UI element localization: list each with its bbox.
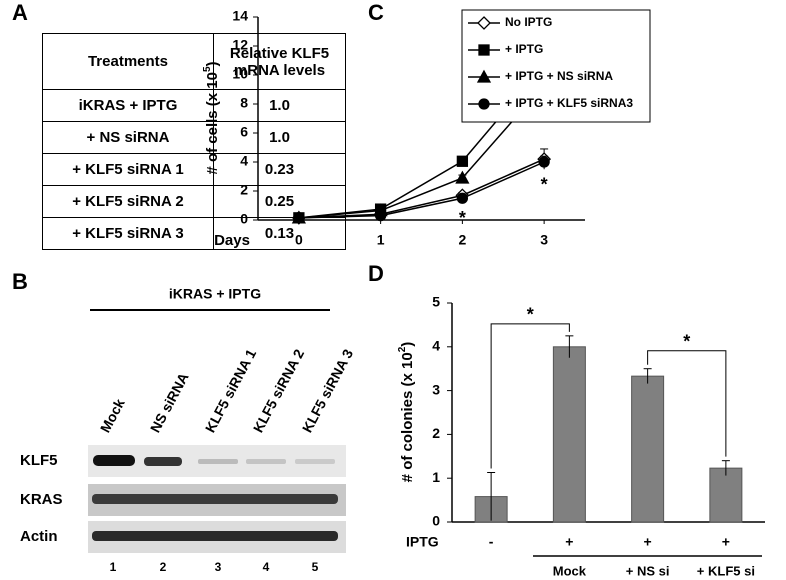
y-axis-label-exponent: 2 — [397, 346, 408, 352]
bar — [709, 467, 743, 523]
x-tick-label: + NS si — [626, 563, 670, 578]
table-cell: 0.23 — [213, 153, 346, 186]
lane-number: 1 — [110, 560, 117, 574]
band — [92, 494, 338, 504]
table-row: + KLF5 siRNA 3 0.13 — [42, 217, 346, 250]
y-tick-label: 2 — [432, 425, 440, 441]
x-tick-label: Mock — [553, 563, 587, 578]
panel-label: D — [368, 261, 384, 286]
blot-row-label: Actin — [20, 528, 58, 545]
table-cell: + NS siRNA — [42, 121, 214, 154]
mrna-table: Treatments Relative KLF5 mRNA levels iKRAS… — [42, 33, 346, 250]
table-cell: Treatments — [42, 33, 214, 90]
table-cell: Relative KLF5 mRNA levels — [213, 33, 346, 90]
y-tick-label: 14 — [232, 8, 248, 24]
x-tick-label: + KLF5 si — [697, 563, 755, 578]
y-tick-label: 4 — [432, 338, 440, 354]
table-header: Treatments Relative KLF5 mRNA levels — [42, 33, 346, 90]
marker — [476, 69, 492, 83]
table-cell: 0.13 — [213, 217, 346, 250]
y-axis-label-text: # of colonies (x 10 — [399, 352, 416, 482]
band — [144, 457, 182, 466]
band — [246, 459, 286, 464]
significance-star: * — [459, 208, 466, 228]
x-tick-label: 1 — [377, 232, 385, 248]
lane-label: NS siRNA — [147, 370, 192, 435]
table-cell: + KLF5 siRNA 1 — [42, 153, 214, 186]
table-row: + KLF5 siRNA 2 0.25 — [42, 185, 346, 218]
legend-label: No IPTG — [505, 15, 552, 29]
significance-star: * — [683, 331, 690, 351]
legend-label: + IPTG — [505, 42, 543, 56]
table-row: + KLF5 siRNA 1 0.23 — [42, 153, 346, 186]
lane-label: KLF5 siRNA 2 — [250, 346, 307, 435]
y-axis-label: # of colonies (x 102) — [397, 342, 416, 483]
bar — [631, 375, 665, 523]
significance-bracket — [647, 350, 727, 457]
table-cell: + KLF5 siRNA 2 — [42, 185, 214, 218]
lane-number: 5 — [312, 560, 319, 574]
y-tick-label: 5 — [432, 294, 440, 310]
marker — [478, 44, 490, 56]
marker — [456, 192, 469, 204]
x-tick-label: 3 — [540, 232, 548, 248]
table-row: + NS siRNA 1.0 — [42, 121, 346, 154]
lane-number: 4 — [263, 560, 270, 574]
blot-title: iKRAS + IPTG — [169, 286, 261, 302]
band — [92, 531, 338, 541]
bar — [552, 346, 586, 523]
legend-label: + IPTG + KLF5 siRNA3 — [505, 96, 633, 110]
lane-label: KLF5 siRNA 1 — [202, 346, 259, 435]
lane-label: Mock — [97, 396, 128, 435]
blot — [88, 309, 346, 553]
lane-number: 2 — [160, 560, 167, 574]
significance-bracket — [490, 323, 570, 469]
lane-label: KLF5 siRNA 3 — [299, 346, 356, 435]
lane-number: 3 — [215, 560, 222, 574]
y-axis-label-suffix: ) — [399, 342, 416, 347]
blot-row-label: KRAS — [20, 491, 63, 508]
x-tick-label: 2 — [458, 232, 466, 248]
y-tick-label: 3 — [432, 381, 440, 397]
marker — [456, 155, 469, 167]
table-cell: 0.25 — [213, 185, 346, 218]
iptg-sign: - — [489, 534, 494, 550]
panel-label: A — [12, 0, 28, 25]
panel-label: C — [368, 0, 384, 25]
table-cell: iKRAS + IPTG — [42, 89, 214, 122]
marker — [477, 16, 491, 30]
significance-star: * — [541, 175, 548, 195]
table-cell: 1.0 — [213, 89, 346, 122]
iptg-sign: + — [565, 534, 573, 550]
row-label: IPTG — [406, 534, 439, 550]
y-tick-label: 1 — [432, 469, 440, 485]
blot-row-label: KLF5 — [20, 452, 58, 469]
marker — [374, 209, 387, 222]
table-cell: 1.0 — [213, 121, 346, 154]
y-tick-label: 0 — [432, 513, 440, 529]
table-row: iKRAS + IPTG 1.0 — [42, 89, 346, 122]
iptg-sign: + — [644, 534, 652, 550]
iptg-sign: + — [722, 534, 730, 550]
panel-label: B — [12, 269, 28, 294]
marker — [538, 156, 550, 168]
band — [198, 459, 238, 464]
marker — [455, 170, 470, 184]
significance-star: * — [527, 305, 534, 325]
table-cell: + KLF5 siRNA 3 — [42, 217, 214, 250]
band — [295, 459, 335, 464]
band — [93, 455, 135, 466]
legend-label: + IPTG + NS siRNA — [505, 69, 613, 83]
marker — [478, 98, 490, 110]
